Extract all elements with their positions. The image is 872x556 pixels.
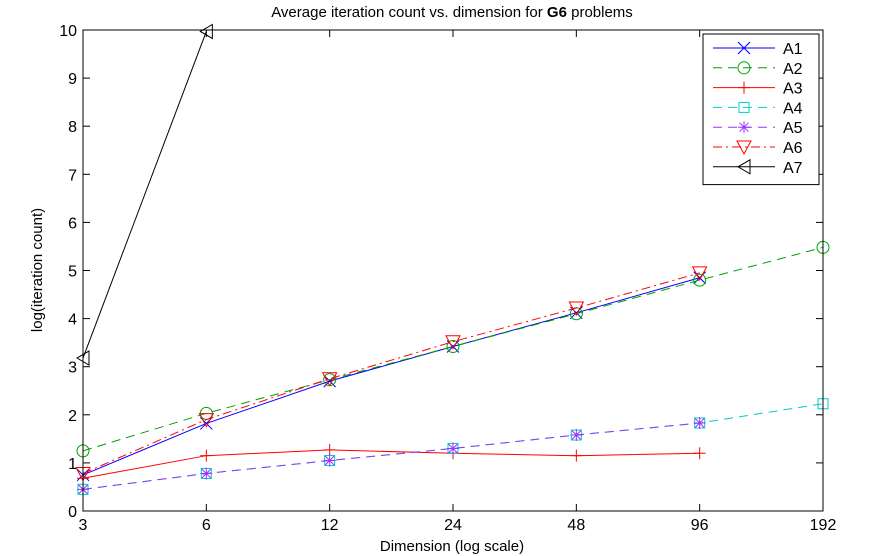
- x-tick-label: 48: [567, 517, 585, 534]
- x-tick-label: 24: [444, 517, 462, 534]
- legend-label-A7: A7: [783, 160, 803, 177]
- legend-label-A4: A4: [783, 100, 803, 117]
- y-tick-label: 1: [68, 456, 77, 473]
- legend-marker-A5: [738, 121, 750, 133]
- chart-title-suffix: problems: [567, 4, 633, 21]
- y-tick-label: 5: [68, 264, 77, 281]
- data-point-A5: [570, 429, 582, 441]
- chart-title: Average iteration count vs. dimension fo…: [271, 4, 633, 21]
- chart-title-bold: G6: [547, 4, 567, 21]
- legend-label-A1: A1: [783, 41, 803, 58]
- y-tick-label: 7: [68, 167, 77, 184]
- x-tick-label: 192: [810, 517, 837, 534]
- legend-label-A3: A3: [783, 81, 803, 98]
- x-axis-label: Dimension (log scale): [380, 538, 524, 555]
- y-axis-label: log(iteration count): [29, 208, 46, 332]
- data-point-A5: [324, 454, 336, 466]
- data-point-A5: [447, 442, 459, 454]
- y-tick-label: 4: [68, 312, 77, 329]
- chart-title-prefix: Average iteration count vs. dimension fo…: [271, 4, 547, 21]
- x-tick-label: 12: [321, 517, 339, 534]
- y-tick-label: 8: [68, 119, 77, 136]
- y-tick-label: 3: [68, 360, 77, 377]
- chart: Average iteration count vs. dimension fo…: [0, 0, 872, 556]
- y-tick-label: 9: [68, 71, 77, 88]
- y-tick-label: 0: [68, 504, 77, 521]
- legend-label-A6: A6: [783, 140, 803, 157]
- y-tick-label: 10: [59, 23, 77, 40]
- legend: A1 A2 A3 A4 A5 A6 A7: [703, 34, 819, 185]
- legend-label-A5: A5: [783, 120, 803, 137]
- data-point-A5: [200, 467, 212, 479]
- data-point-A5: [694, 417, 706, 429]
- x-tick-label: 96: [691, 517, 709, 534]
- y-tick-label: 6: [68, 215, 77, 232]
- x-tick-label: 6: [202, 517, 211, 534]
- x-tick-label: 3: [79, 517, 88, 534]
- y-tick-label: 2: [68, 408, 77, 425]
- legend-label-A2: A2: [783, 61, 803, 78]
